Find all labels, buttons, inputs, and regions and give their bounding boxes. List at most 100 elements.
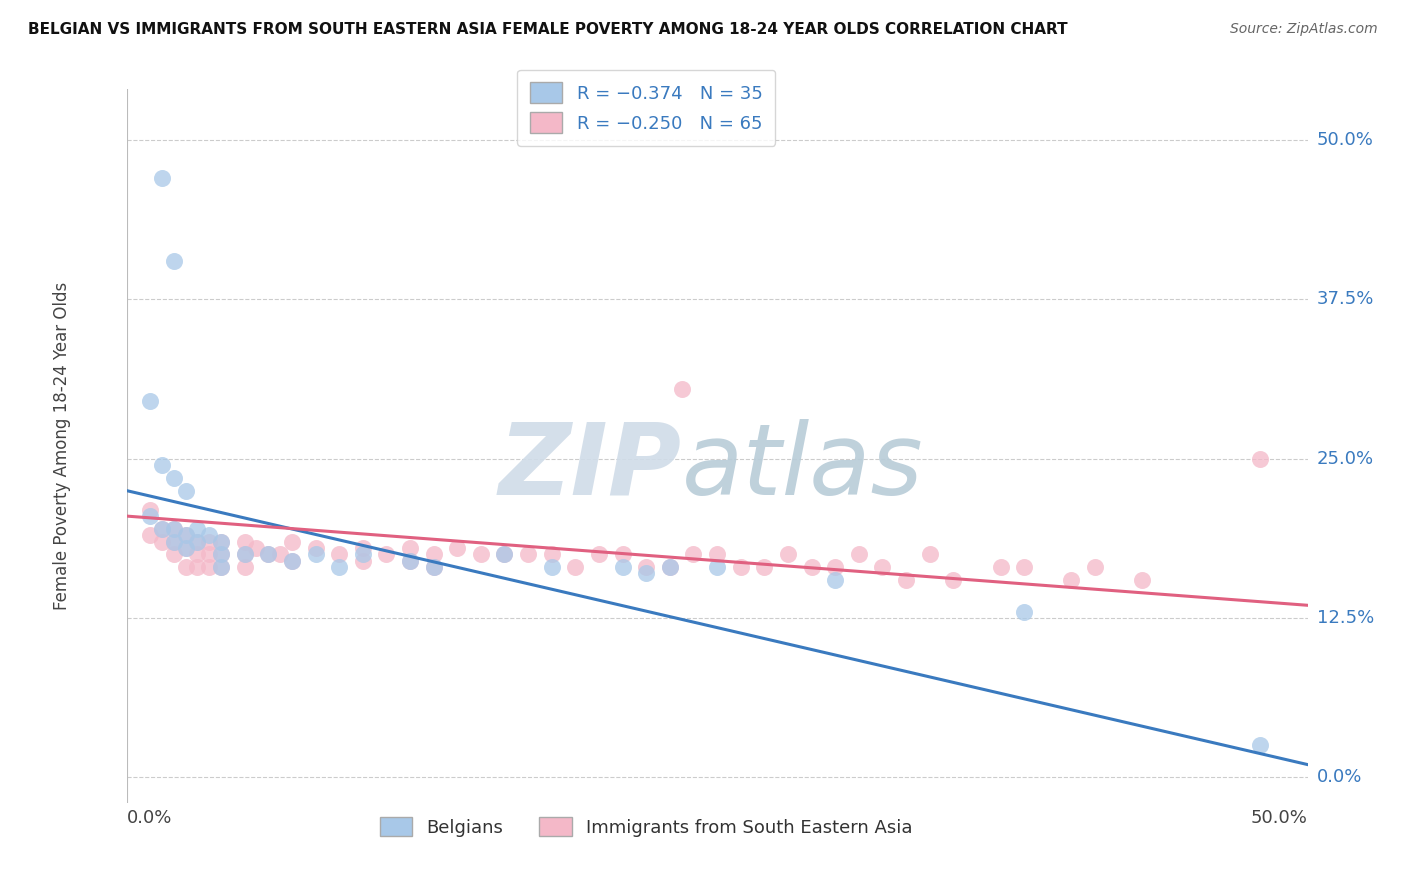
Point: [636, 566, 658, 581]
Point: [671, 382, 693, 396]
Point: [163, 534, 186, 549]
Point: [352, 554, 374, 568]
Point: [186, 560, 208, 574]
Point: [494, 547, 516, 561]
Point: [257, 547, 280, 561]
Point: [281, 554, 304, 568]
Point: [186, 522, 208, 536]
Point: [209, 534, 232, 549]
Point: [399, 541, 422, 555]
Legend: Belgians, Immigrants from South Eastern Asia: Belgians, Immigrants from South Eastern …: [373, 810, 920, 844]
Point: [352, 547, 374, 561]
Text: ZIP: ZIP: [499, 419, 682, 516]
Point: [233, 534, 256, 549]
Point: [564, 560, 586, 574]
Point: [198, 547, 221, 561]
Point: [706, 560, 728, 574]
Point: [233, 547, 256, 561]
Point: [612, 547, 634, 561]
Point: [658, 560, 681, 574]
Point: [422, 560, 444, 574]
Point: [163, 522, 186, 536]
Point: [540, 547, 562, 561]
Text: 37.5%: 37.5%: [1317, 291, 1375, 309]
Text: 25.0%: 25.0%: [1317, 450, 1374, 467]
Point: [209, 547, 232, 561]
Text: Female Poverty Among 18-24 Year Olds: Female Poverty Among 18-24 Year Olds: [52, 282, 70, 610]
Point: [446, 541, 468, 555]
Point: [186, 547, 208, 561]
Point: [198, 534, 221, 549]
Point: [139, 509, 162, 524]
Point: [872, 560, 894, 574]
Point: [198, 560, 221, 574]
Point: [399, 554, 422, 568]
Point: [517, 547, 540, 561]
Point: [776, 547, 799, 561]
Point: [174, 483, 197, 498]
Text: Source: ZipAtlas.com: Source: ZipAtlas.com: [1230, 22, 1378, 37]
Point: [612, 560, 634, 574]
Point: [233, 547, 256, 561]
Point: [163, 547, 186, 561]
Point: [588, 547, 610, 561]
Point: [281, 554, 304, 568]
Point: [163, 471, 186, 485]
Point: [682, 547, 704, 561]
Point: [150, 522, 173, 536]
Point: [304, 541, 326, 555]
Point: [174, 541, 197, 555]
Point: [209, 534, 232, 549]
Point: [150, 534, 173, 549]
Point: [328, 547, 350, 561]
Text: 0.0%: 0.0%: [1317, 768, 1362, 787]
Point: [636, 560, 658, 574]
Point: [1249, 739, 1271, 753]
Point: [245, 541, 267, 555]
Point: [1012, 605, 1035, 619]
Text: 12.5%: 12.5%: [1317, 609, 1374, 627]
Point: [800, 560, 823, 574]
Point: [139, 394, 162, 409]
Text: 50.0%: 50.0%: [1251, 809, 1308, 827]
Point: [399, 554, 422, 568]
Point: [824, 560, 846, 574]
Point: [754, 560, 776, 574]
Point: [139, 528, 162, 542]
Point: [918, 547, 941, 561]
Point: [163, 522, 186, 536]
Point: [375, 547, 398, 561]
Text: atlas: atlas: [682, 419, 924, 516]
Point: [304, 547, 326, 561]
Point: [540, 560, 562, 574]
Point: [1060, 573, 1083, 587]
Point: [894, 573, 917, 587]
Point: [824, 573, 846, 587]
Point: [328, 560, 350, 574]
Text: BELGIAN VS IMMIGRANTS FROM SOUTH EASTERN ASIA FEMALE POVERTY AMONG 18-24 YEAR OL: BELGIAN VS IMMIGRANTS FROM SOUTH EASTERN…: [28, 22, 1067, 37]
Point: [257, 547, 280, 561]
Point: [186, 534, 208, 549]
Point: [1249, 451, 1271, 466]
Point: [150, 171, 173, 186]
Point: [422, 560, 444, 574]
Point: [1084, 560, 1107, 574]
Point: [352, 541, 374, 555]
Point: [209, 547, 232, 561]
Point: [174, 560, 197, 574]
Point: [990, 560, 1012, 574]
Point: [422, 547, 444, 561]
Point: [139, 502, 162, 516]
Point: [1012, 560, 1035, 574]
Point: [494, 547, 516, 561]
Point: [209, 560, 232, 574]
Point: [942, 573, 965, 587]
Text: 50.0%: 50.0%: [1317, 131, 1374, 149]
Point: [706, 547, 728, 561]
Point: [233, 560, 256, 574]
Point: [174, 541, 197, 555]
Point: [848, 547, 870, 561]
Text: 0.0%: 0.0%: [127, 809, 172, 827]
Point: [470, 547, 492, 561]
Point: [269, 547, 291, 561]
